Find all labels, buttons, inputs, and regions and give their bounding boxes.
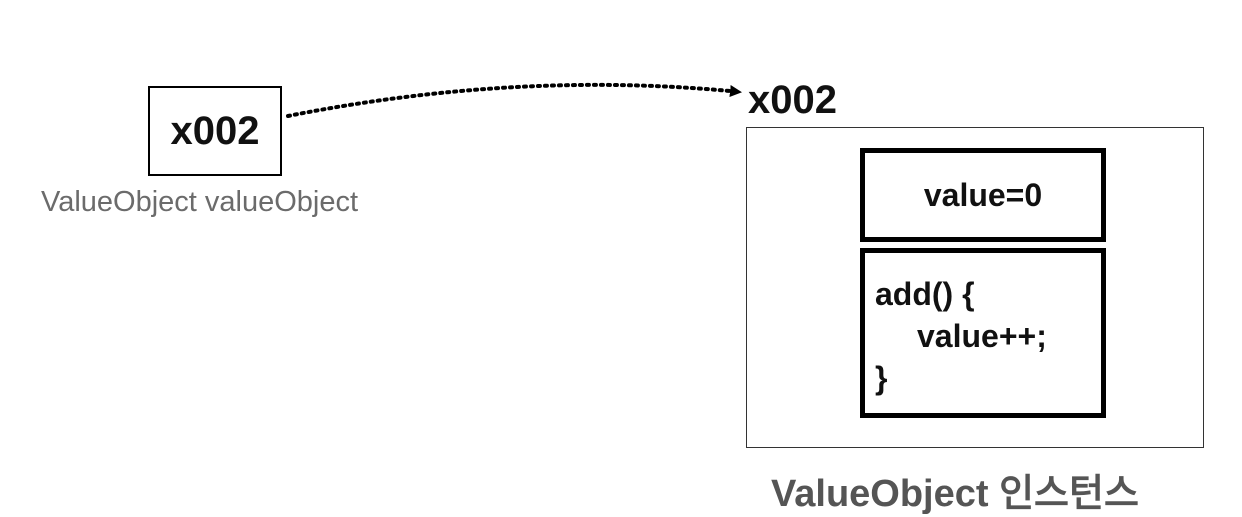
instance-address: x002 [748,78,837,122]
method-body: value++; [917,318,1047,354]
method-close: } [875,360,888,396]
reference-variable-label: ValueObject valueObject [41,186,359,218]
field-box: value=0 [860,148,1106,242]
method-box: add() { value++; } [860,248,1106,418]
instance-box [746,127,1204,448]
reference-arrow-line [286,82,742,118]
reference-address: x002 [170,108,260,153]
reference-value-box: x002 [148,86,282,176]
field-value: value=0 [923,176,1043,213]
method-signature: add() { [875,276,975,312]
instance-caption: ValueObject 인스턴스 [771,473,1139,515]
